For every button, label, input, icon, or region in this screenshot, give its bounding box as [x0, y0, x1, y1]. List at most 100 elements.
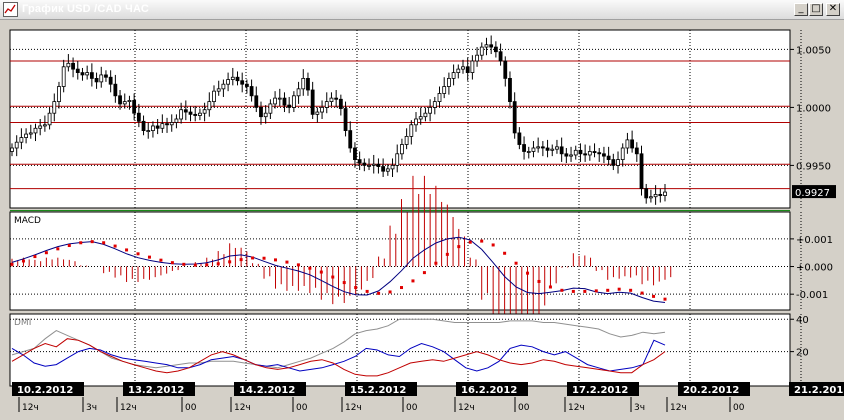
macd-signal-dot — [170, 261, 174, 265]
candle-up — [414, 118, 418, 126]
date-label: 17.2.2012 — [572, 385, 628, 396]
candle-up — [19, 137, 24, 143]
candle-down — [348, 130, 353, 149]
macd-signal-dot — [205, 263, 209, 267]
macd-signal-dot — [377, 291, 381, 295]
candle-up — [526, 151, 531, 153]
macd-signal-dot — [182, 262, 186, 266]
macd-signal-dot — [159, 258, 163, 262]
title-bar[interactable]: График USD /CAD ЧАС _ □ ✕ — [0, 0, 844, 20]
candle-down — [94, 78, 99, 83]
candlestick-series — [10, 35, 667, 205]
candle-up — [437, 93, 442, 103]
candle-up — [230, 76, 235, 80]
candle-down — [583, 153, 588, 156]
close-button[interactable]: ✕ — [826, 3, 840, 16]
date-label-bg — [678, 382, 750, 396]
candle-down — [259, 107, 263, 118]
candle-up — [33, 127, 38, 134]
candle-up — [587, 151, 592, 156]
candle-down — [132, 100, 137, 114]
candle-up — [324, 101, 329, 108]
macd-axis-label: +0.001 — [796, 235, 833, 246]
macd-signal-dot — [434, 261, 438, 265]
date-label: 15.2.2012 — [350, 385, 406, 396]
candle-up — [291, 95, 296, 108]
candle-down — [606, 155, 611, 160]
hour-label: 12ч — [22, 403, 39, 413]
candle-up — [179, 109, 184, 120]
candle-down — [498, 51, 503, 62]
macd-signal-dot — [228, 260, 232, 264]
candle-up — [663, 191, 667, 196]
macd-signal-dot — [285, 260, 289, 264]
macd-signal-dot — [125, 248, 129, 252]
macd-signal-dot — [526, 271, 530, 275]
candle-down — [282, 97, 287, 106]
candle-down — [508, 78, 512, 103]
candle-up — [315, 111, 320, 115]
candle-up — [616, 159, 620, 166]
candle-up — [367, 164, 371, 167]
candle-down — [503, 60, 508, 79]
macd-signal-dot — [663, 297, 667, 301]
candle-up — [451, 72, 456, 79]
date-label-bg — [234, 382, 306, 396]
candle-up — [555, 146, 559, 150]
candle-up — [10, 147, 14, 152]
candle-down — [249, 86, 254, 97]
candle-down — [602, 153, 606, 157]
candle-down — [193, 113, 198, 116]
candle-down — [188, 111, 193, 115]
macd-axis-label: -0.001 — [796, 290, 828, 301]
candle-up — [216, 88, 221, 92]
candle-down — [658, 193, 663, 196]
candle-up — [273, 97, 277, 105]
macd-signal-dot — [251, 256, 255, 260]
candle-up — [127, 100, 132, 103]
minimize-icon: _ — [798, 3, 804, 14]
maximize-button[interactable]: □ — [809, 3, 823, 16]
dmi-panel-title: DMI — [14, 318, 31, 328]
macd-signal-dot — [67, 244, 71, 248]
macd-signal-dot — [445, 252, 449, 256]
macd-signal-dot — [548, 285, 552, 289]
price-axis-label: 0.9950 — [796, 161, 831, 172]
candle-down — [141, 120, 146, 131]
candle-down — [254, 95, 259, 108]
candle-up — [536, 146, 541, 149]
candle-up — [202, 109, 207, 114]
candle-up — [531, 147, 536, 152]
candle-down — [306, 78, 310, 91]
price-panel[interactable] — [9, 29, 791, 209]
macd-signal-dot — [193, 263, 197, 267]
minimize-button[interactable]: _ — [794, 3, 808, 16]
macd-signal-dot — [44, 251, 48, 255]
dmi-panel[interactable] — [9, 313, 791, 387]
dmi-minus-line — [11, 338, 666, 377]
macd-panel[interactable] — [9, 211, 791, 311]
candle-up — [52, 101, 57, 114]
macd-signal-dot — [468, 240, 472, 244]
candle-down — [338, 98, 343, 109]
macd-signal-dot — [147, 255, 151, 259]
dmi-axis-label: 20 — [796, 348, 809, 359]
candle-up — [57, 86, 61, 102]
macd-signal-dot — [342, 281, 346, 285]
candle-up — [625, 139, 630, 149]
macd-signal-dot — [90, 240, 94, 244]
candle-down — [597, 152, 602, 155]
candle-up — [404, 136, 409, 145]
window-title: График USD /CAD ЧАС — [22, 3, 149, 15]
candle-down — [334, 97, 339, 100]
candle-down — [235, 76, 240, 82]
candle-down — [639, 153, 644, 190]
candle-down — [155, 125, 160, 129]
hour-label: 12ч — [458, 403, 475, 413]
macd-signal-dot — [308, 266, 312, 270]
candle-up — [573, 149, 578, 156]
candle-up — [160, 123, 165, 129]
chart-app-icon — [3, 2, 18, 17]
dmi-plus-line — [11, 339, 666, 372]
